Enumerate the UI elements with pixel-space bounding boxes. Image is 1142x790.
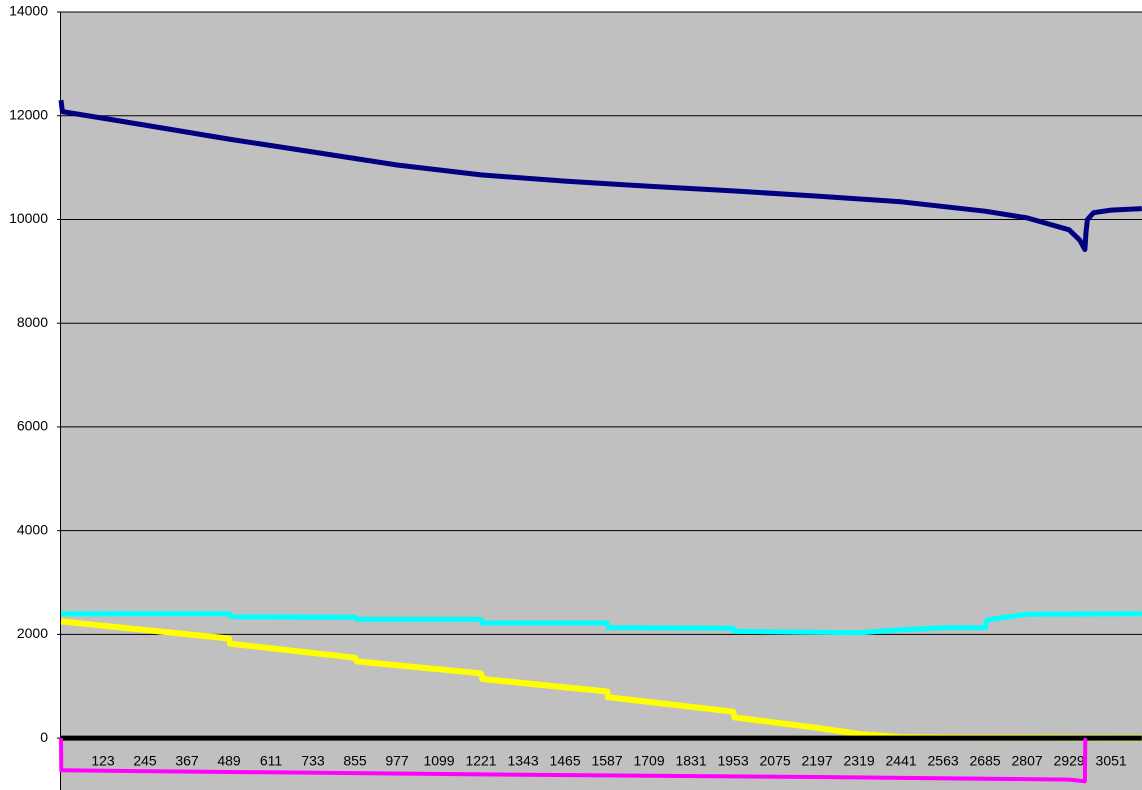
x-tick-label: 1343 — [507, 753, 538, 769]
x-tick-label: 2685 — [970, 753, 1001, 769]
x-tick-label: 1709 — [633, 753, 664, 769]
x-tick-label: 123 — [91, 753, 115, 769]
y-tick-label: 8000 — [17, 314, 48, 330]
x-tick-label: 2807 — [1012, 753, 1043, 769]
y-tick-label: 0 — [40, 729, 48, 745]
y-tick-label: 12000 — [9, 106, 48, 122]
x-tick-label: 489 — [217, 753, 241, 769]
x-tick-label: 1221 — [465, 753, 496, 769]
y-tick-label: 4000 — [17, 521, 48, 537]
x-tick-label: 2563 — [928, 753, 959, 769]
x-tick-label: 2441 — [886, 753, 917, 769]
x-tick-label: 977 — [385, 753, 409, 769]
x-tick-label: 1953 — [717, 753, 748, 769]
x-tick-label: 1587 — [591, 753, 622, 769]
y-tick-label: 14000 — [9, 3, 48, 19]
x-tick-label: 611 — [260, 753, 283, 769]
y-tick-label: 10000 — [9, 210, 48, 226]
x-tick-label: 2075 — [760, 753, 791, 769]
series-line — [58, 99, 1142, 252]
x-tick-label: 245 — [133, 753, 157, 769]
x-tick-label: 2929 — [1054, 753, 1085, 769]
x-tick-label: 2319 — [844, 753, 875, 769]
x-tick-label: 1099 — [423, 753, 454, 769]
x-tick-label: 367 — [175, 753, 199, 769]
x-tick-label: 733 — [301, 753, 325, 769]
plot-area — [61, 12, 1142, 790]
x-tick-label: 1465 — [549, 753, 580, 769]
x-tick-label: 2197 — [802, 753, 833, 769]
series-line — [60, 618, 1142, 742]
x-tick-label: 3051 — [1096, 753, 1127, 769]
series-line — [61, 611, 1142, 636]
x-tick-label: 1831 — [675, 753, 706, 769]
y-tick-label: 6000 — [17, 418, 48, 434]
series-line — [59, 738, 1088, 784]
x-tick-label: 855 — [343, 753, 367, 769]
y-tick-label: 2000 — [17, 625, 48, 641]
